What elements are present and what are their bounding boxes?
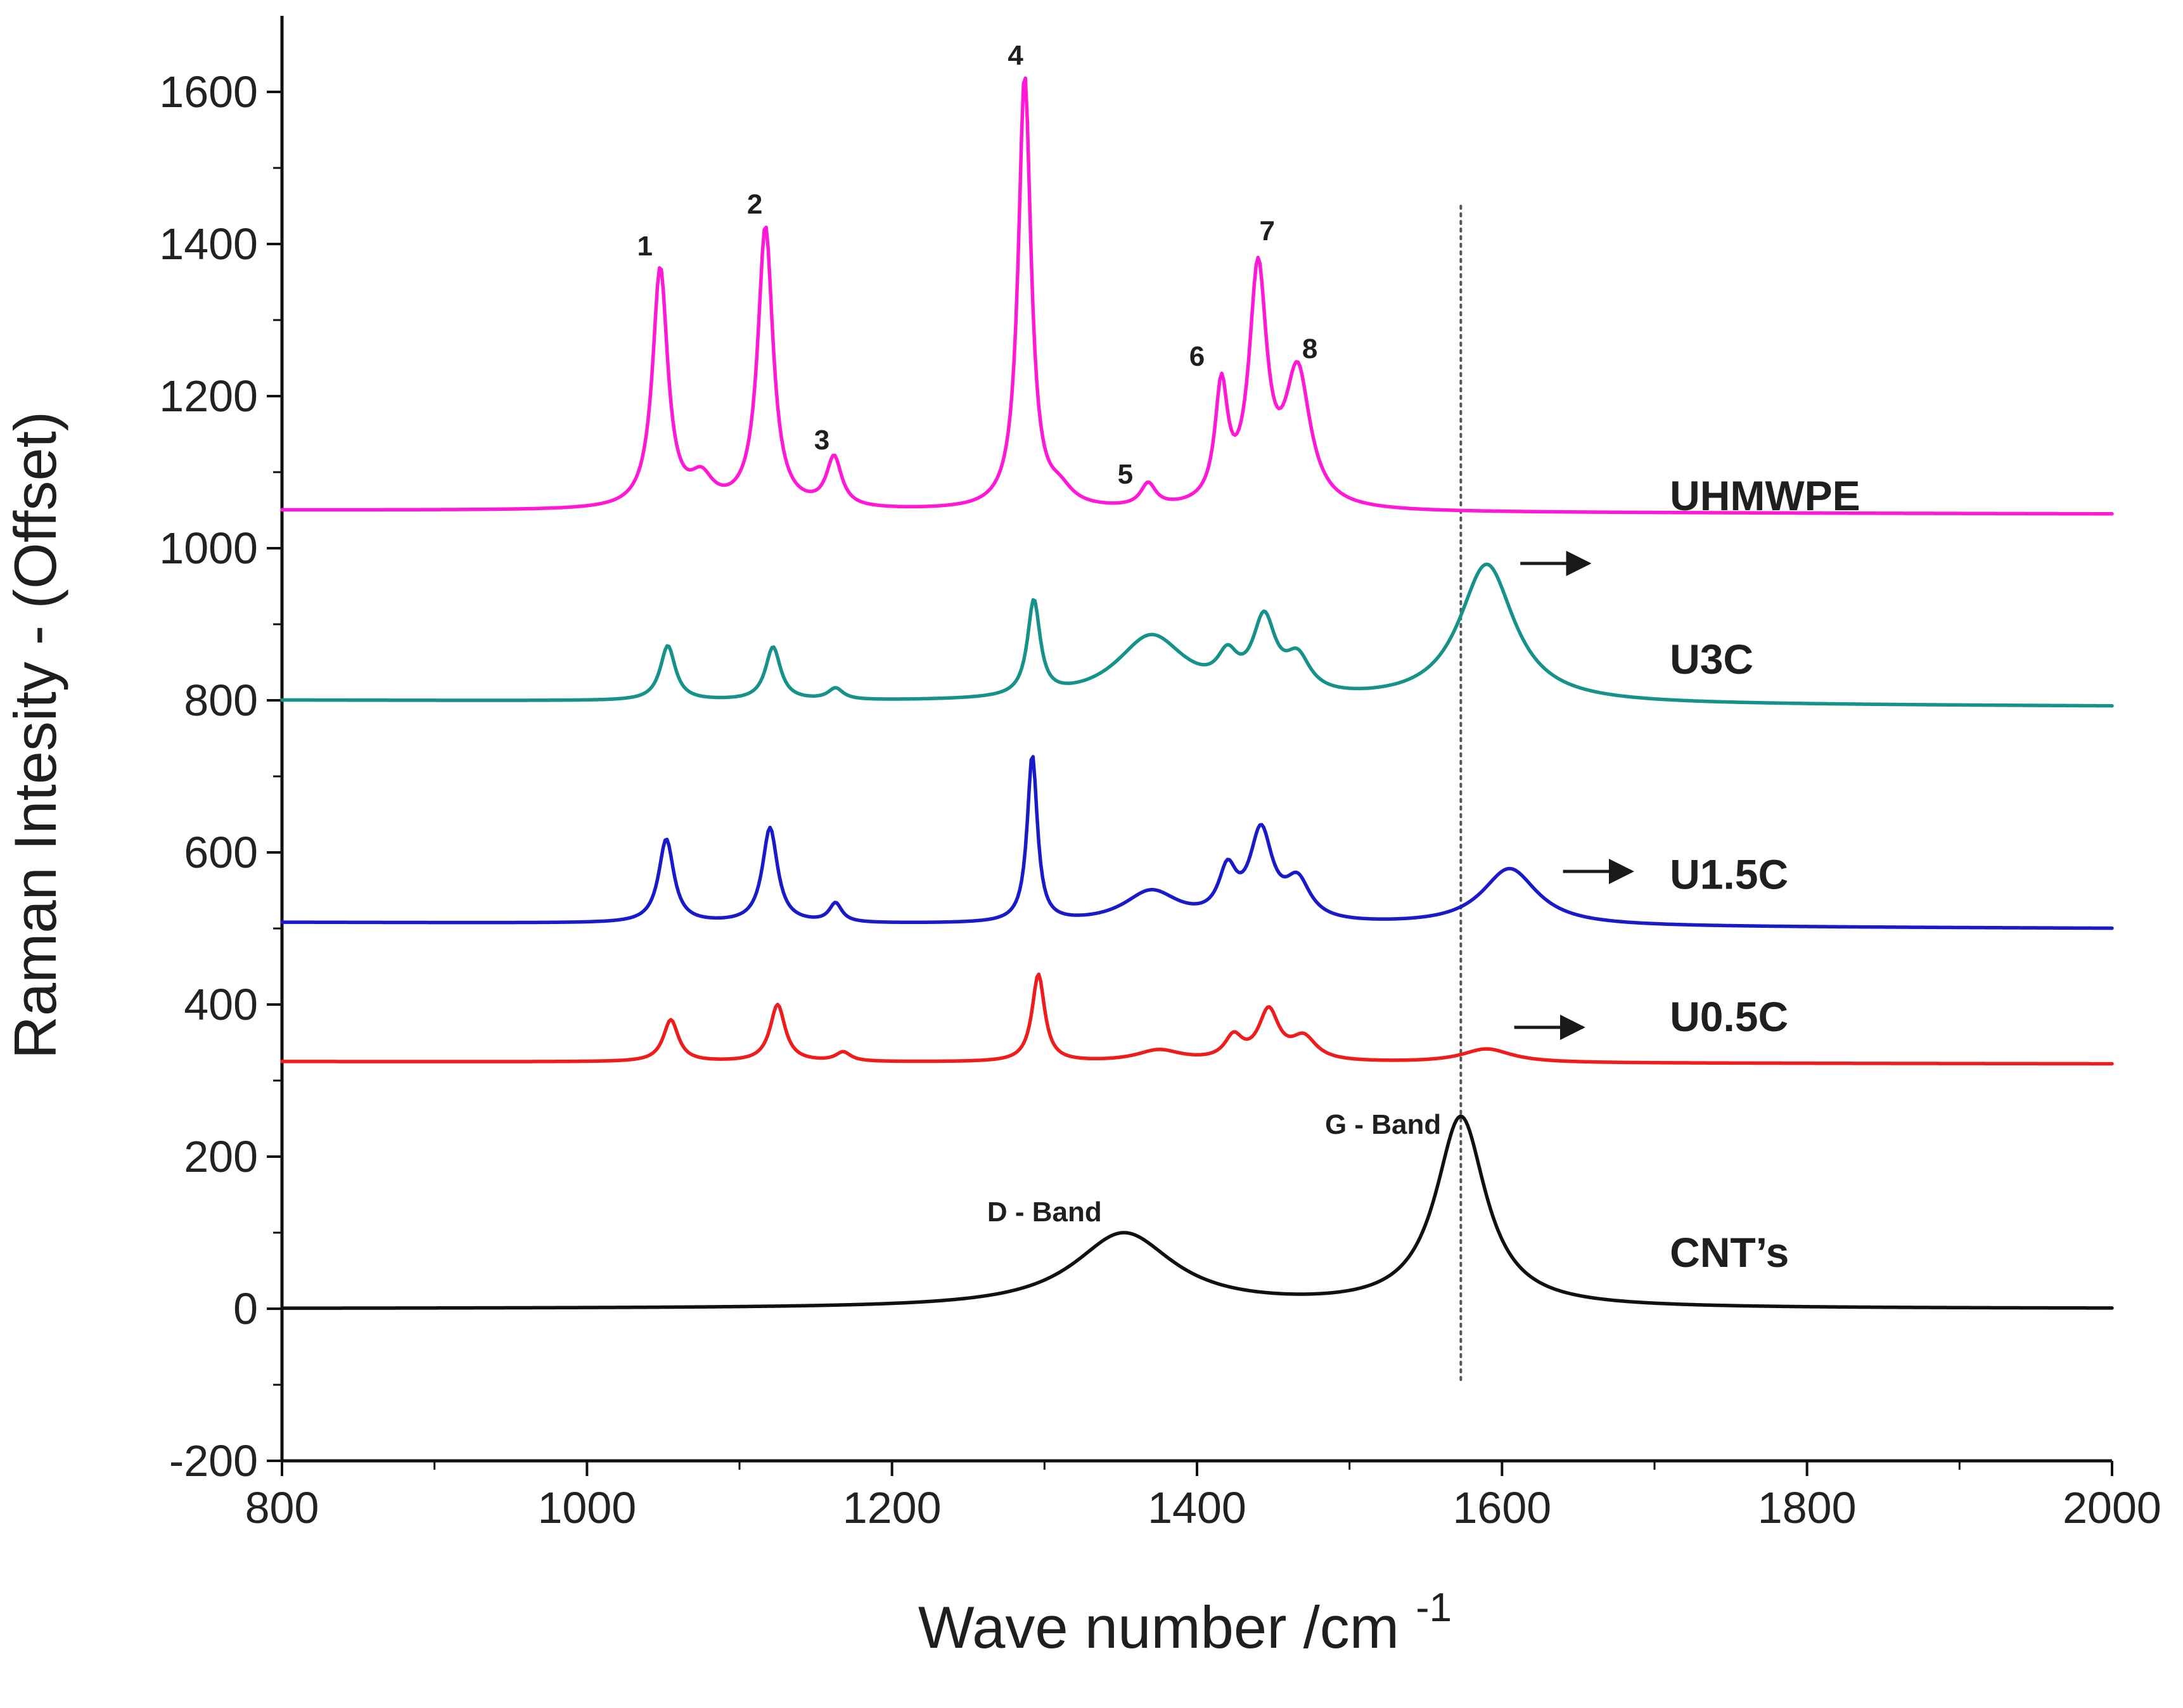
y-tick-label: 1200 bbox=[159, 371, 258, 421]
series-label-u0-5c: U0.5C bbox=[1670, 993, 1788, 1040]
y-tick-label: 200 bbox=[184, 1132, 258, 1181]
series-line-cnt-s bbox=[280, 1114, 2114, 1310]
x-axis-title-exponent: -1 bbox=[1416, 1584, 1452, 1630]
d-band-label: D - Band bbox=[987, 1197, 1102, 1228]
x-axis-title-main: Wave number /cm bbox=[918, 1594, 1399, 1660]
peak-label-1: 1 bbox=[637, 231, 653, 262]
series-layer bbox=[280, 76, 2114, 1310]
peak-label-3: 3 bbox=[814, 425, 829, 456]
peak-label-8: 8 bbox=[1302, 333, 1317, 364]
x-axis-title: Wave number /cm -1 bbox=[918, 1584, 1452, 1660]
y-tick-label: 0 bbox=[233, 1284, 258, 1333]
series-label-u3c: U3C bbox=[1670, 636, 1753, 683]
x-tick-label: 1400 bbox=[1148, 1483, 1246, 1532]
axis-tick-labels: 800 1000 1200 1400 1600 1800 2000-200020040060… bbox=[159, 67, 2161, 1532]
peak-label-7: 7 bbox=[1259, 215, 1274, 247]
series-label-uhmwpe: UHMWPE bbox=[1670, 472, 1860, 519]
y-tick-label: 1400 bbox=[159, 219, 258, 269]
g-band-label: G - Band bbox=[1325, 1109, 1441, 1140]
series-line-uhmwpe bbox=[280, 76, 2114, 516]
x-tick-label: 2000 bbox=[2063, 1483, 2161, 1532]
y-axis-title: Raman Intesity - (Offset) bbox=[2, 411, 68, 1059]
series-line-u3c bbox=[280, 562, 2114, 708]
y-tick-label: 800 bbox=[184, 676, 258, 725]
series-label-cnt-s: CNT’s bbox=[1670, 1229, 1789, 1276]
x-tick-label: 1200 bbox=[843, 1483, 942, 1532]
peak-label-2: 2 bbox=[747, 189, 762, 220]
peak-label-5: 5 bbox=[1118, 459, 1133, 490]
y-tick-label: -200 bbox=[169, 1436, 258, 1486]
axis-ticks bbox=[267, 91, 2113, 1476]
y-tick-label: 600 bbox=[184, 828, 258, 877]
x-tick-label: 800 bbox=[245, 1483, 319, 1532]
peak-label-4: 4 bbox=[1008, 40, 1023, 71]
x-tick-label: 1000 bbox=[537, 1483, 636, 1532]
y-tick-label: 1600 bbox=[159, 67, 258, 117]
x-tick-label: 1600 bbox=[1452, 1483, 1551, 1532]
series-line-u0-5c bbox=[280, 972, 2114, 1066]
annotation-layer: UHMWPE U3C U1.5C U0.5C CNT’s 1 2 3 4 5 6 7 8 D - Band… bbox=[637, 40, 1860, 1276]
y-tick-label: 1000 bbox=[159, 523, 258, 573]
y-tick-label: 400 bbox=[184, 980, 258, 1029]
peak-label-6: 6 bbox=[1189, 341, 1205, 372]
series-line-u1-5c bbox=[280, 755, 2114, 930]
series-label-u1-5c: U1.5C bbox=[1670, 851, 1788, 898]
x-tick-label: 1800 bbox=[1758, 1483, 1857, 1532]
